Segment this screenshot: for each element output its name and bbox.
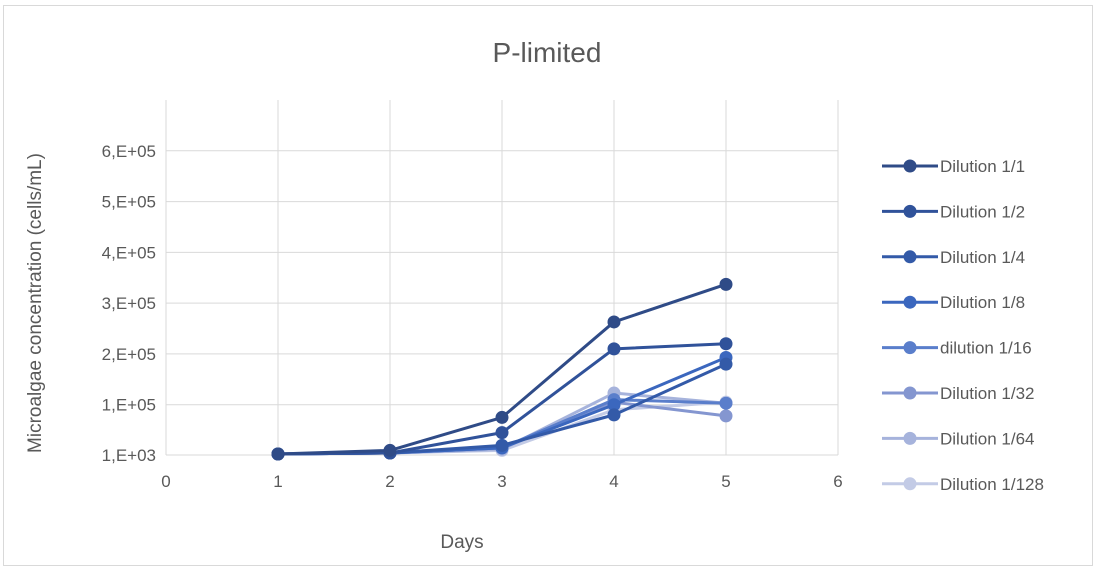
legend-label: Dilution 1/1 [940, 157, 1025, 176]
legend-label: Dilution 1/8 [940, 293, 1025, 312]
data-point [719, 277, 733, 291]
legend-swatch-marker [903, 204, 917, 218]
x-tick-label: 2 [385, 472, 394, 491]
legend-swatch-marker [903, 250, 917, 264]
x-tick-label: 3 [497, 472, 506, 491]
x-axis-title: Days [440, 532, 483, 553]
series-1 [271, 277, 733, 461]
legend-swatch-marker [903, 431, 917, 445]
legend-swatch-marker [903, 477, 917, 491]
data-point [719, 337, 733, 351]
data-point [607, 342, 621, 356]
legend: Dilution 1/1 Dilution 1/2 Dilution 1/4 Dilu… [882, 157, 1044, 494]
legend-item: dilution 1/16 [882, 339, 1032, 358]
legend-swatch-marker [903, 386, 917, 400]
legend-item: Dilution 1/128 [882, 475, 1044, 494]
data-point [719, 409, 733, 423]
legend-label: Dilution 1/2 [940, 202, 1025, 221]
x-tick-label: 1 [273, 472, 282, 491]
y-tick-label: 1,E+03 [102, 446, 156, 465]
legend-item: Dilution 1/32 [882, 384, 1035, 403]
y-axis-ticks: 1,E+03 1,E+05 2,E+05 3,E+05 4,E+05 5,E+05 6,E+… [102, 142, 156, 465]
legend-item: Dilution 1/8 [882, 293, 1025, 312]
chart-title: P-limited [493, 37, 602, 68]
legend-item: Dilution 1/1 [882, 157, 1025, 176]
legend-swatch-marker [903, 159, 917, 173]
legend-label: dilution 1/16 [940, 339, 1032, 358]
data-point [607, 408, 621, 422]
data-point [495, 410, 509, 424]
data-point [719, 396, 733, 410]
data-point [495, 426, 509, 440]
legend-label: Dilution 1/32 [940, 384, 1035, 403]
legend-label: Dilution 1/64 [940, 429, 1035, 448]
x-axis-ticks: 0 1 2 3 4 5 6 [161, 472, 842, 491]
data-point [495, 438, 509, 452]
chart-frame [3, 5, 1093, 566]
gridlines [165, 100, 839, 455]
y-tick-label: 1,E+05 [102, 396, 156, 415]
series-lines [271, 277, 733, 461]
data-point [607, 398, 621, 412]
legend-item: Dilution 1/64 [882, 429, 1035, 448]
legend-item: Dilution 1/2 [882, 202, 1025, 221]
x-tick-label: 0 [161, 472, 170, 491]
y-tick-label: 3,E+05 [102, 294, 156, 313]
data-point [719, 357, 733, 371]
y-tick-label: 4,E+05 [102, 243, 156, 262]
legend-label: Dilution 1/4 [940, 248, 1025, 267]
legend-label: Dilution 1/128 [940, 475, 1044, 494]
data-point [383, 443, 397, 457]
y-axis-title: Microalgae concentration (cells/mL) [25, 153, 46, 453]
x-tick-label: 5 [721, 472, 730, 491]
legend-swatch-marker [903, 341, 917, 355]
x-tick-label: 6 [833, 472, 842, 491]
legend-item: Dilution 1/4 [882, 248, 1025, 267]
y-tick-label: 6,E+05 [102, 142, 156, 161]
data-point [607, 315, 621, 329]
x-tick-label: 4 [609, 472, 618, 491]
legend-swatch-marker [903, 295, 917, 309]
y-tick-label: 2,E+05 [102, 345, 156, 364]
data-point [271, 447, 285, 461]
y-tick-label: 5,E+05 [102, 193, 156, 212]
